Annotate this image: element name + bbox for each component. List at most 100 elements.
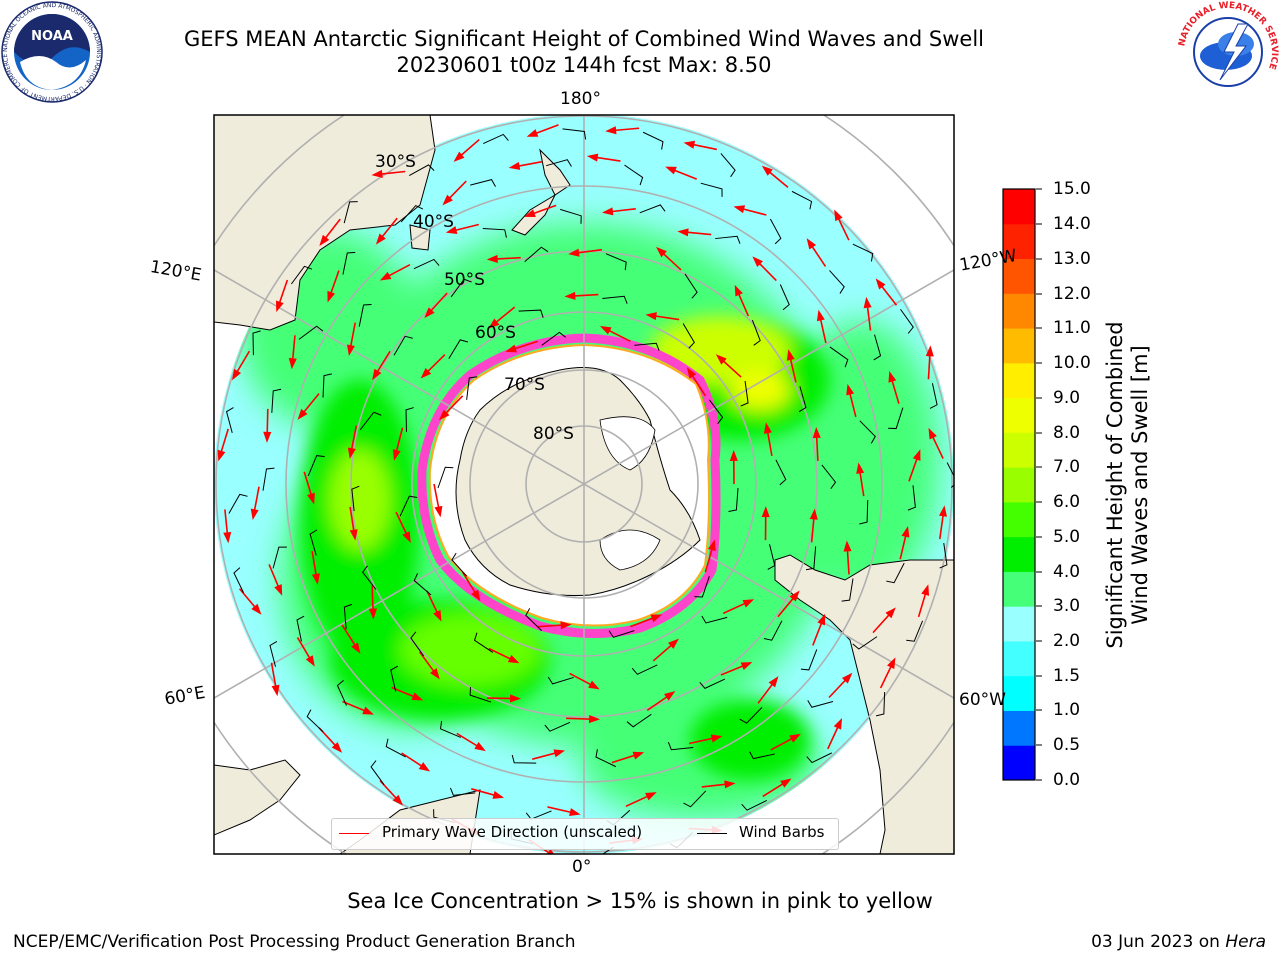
colorbar-label-line2: Wind Waves and Swell [m]: [1128, 345, 1152, 625]
wind-barb-icon: [547, 676, 574, 685]
wave-direction-arrowhead-icon: [509, 694, 521, 703]
vector-layer: [217, 124, 954, 854]
wave-direction-arrowhead-icon: [433, 610, 442, 622]
wave-direction-arrow-icon: [323, 218, 341, 241]
wind-barb-icon: [469, 687, 492, 703]
wave-direction-arrow-icon: [569, 672, 594, 687]
wind-barb-icon: [806, 752, 833, 764]
wave-direction-arrowhead-icon: [938, 505, 947, 517]
wave-direction-arrow-icon: [812, 620, 823, 646]
wave-direction-arrow-icon: [375, 350, 391, 374]
wave-direction-arrow-icon: [625, 794, 650, 808]
wave-direction-arrowhead-icon: [707, 539, 716, 552]
wave-direction-arrowhead-icon: [816, 309, 825, 322]
wind-barb-icon: [779, 284, 790, 311]
wind-barb-icon: [358, 303, 372, 327]
wave-direction-arrowhead-icon: [420, 367, 432, 379]
wave-direction-arrowhead-icon: [379, 271, 392, 281]
wind-barb-icon: [605, 253, 627, 271]
wind-barb-icon: [322, 373, 332, 398]
colorbar-tick: 15.0: [1053, 179, 1091, 199]
wave-direction-arrow-icon: [609, 208, 636, 213]
wind-barb-icon: [482, 228, 507, 238]
wave-direction-arrow-icon: [566, 717, 593, 720]
wind-barb-icon: [296, 615, 305, 642]
wind-barb-icon: [805, 546, 817, 571]
wind-barb-icon: [336, 679, 347, 706]
wave-direction-arrow-icon: [533, 124, 559, 135]
wave-direction-arrow-icon: [516, 160, 543, 168]
colorbar-tick: 6.0: [1053, 492, 1081, 512]
wind-barb-icon: [929, 383, 938, 409]
wave-direction-arrow-icon: [685, 231, 712, 236]
wave-direction-arrowhead-icon: [686, 367, 697, 379]
colorbar-label-line1: Significant Height of Combined: [1103, 321, 1127, 649]
wind-barb-icon: [886, 562, 905, 584]
wave-direction-arrow-icon: [266, 408, 269, 435]
wave-direction-arrowhead-icon: [742, 599, 755, 608]
wind-barb-icon: [800, 649, 818, 671]
chart-title: GEFS MEAN Antarctic Significant Height o…: [183, 27, 985, 51]
wave-direction-arrow-icon: [611, 753, 637, 764]
wave-direction-arrow-icon: [653, 314, 680, 321]
wave-direction-arrowhead-icon: [327, 290, 336, 303]
wave-direction-arrow-icon: [938, 513, 945, 540]
wave-direction-arrow-icon: [329, 270, 340, 296]
wave-direction-arrowhead-icon: [347, 447, 356, 459]
lat-label-80s: 80°S: [533, 424, 574, 444]
wave-direction-arrow-icon: [459, 138, 480, 158]
wave-direction-arrow-icon: [379, 170, 406, 176]
wind-barb-icon: [873, 334, 882, 361]
colorbar-tick: 5.0: [1053, 527, 1081, 547]
wind-barb-icon: [626, 713, 652, 728]
wind-barb-icon: [390, 665, 399, 692]
wave-direction-arrow-icon: [531, 204, 557, 215]
wind-barb-icon: [763, 620, 783, 641]
wave-direction-arrowhead-icon: [434, 505, 443, 518]
wave-direction-arrowhead-icon: [763, 422, 772, 434]
wave-direction-arrow-icon: [547, 806, 574, 814]
wave-direction-arrowhead-icon: [453, 151, 465, 162]
wave-direction-arrow-icon: [453, 223, 479, 232]
wave-direction-arrow-icon: [429, 292, 448, 313]
wave-direction-arrowhead-icon: [232, 368, 242, 381]
wave-direction-arrowhead-icon: [288, 357, 297, 370]
weddell-ice-shelf: [599, 529, 661, 571]
wind-barb-icon: [694, 576, 710, 598]
wind-barb-icon: [541, 331, 566, 346]
wind-barb-icon: [667, 742, 694, 751]
wave-direction-arrowhead-icon: [319, 234, 330, 246]
wind-barb-icon: [473, 632, 494, 653]
wind-barb-icon: [798, 386, 807, 413]
wave-direction-arrowhead-icon: [375, 233, 386, 245]
colorbar-tick: 2.0: [1053, 631, 1081, 651]
chart-subtitle-run: 20230601 t00z 144h fcst Max: 8.50: [396, 53, 772, 77]
wind-barb-icon: [769, 218, 782, 245]
wave-direction-arrow-icon: [879, 284, 898, 306]
wave-direction-arrow-icon: [386, 263, 411, 278]
wave-direction-arrow-icon: [576, 248, 603, 254]
wave-direction-arrowhead-icon: [524, 209, 536, 217]
wave-direction-arrowhead-icon: [885, 607, 896, 619]
wind-barb-icon: [699, 678, 726, 689]
wave-direction-arrowhead-icon: [733, 205, 746, 214]
wave-direction-arrow-icon: [757, 682, 775, 704]
new-zealand-north: [539, 148, 571, 196]
wave-direction-arrow-icon: [224, 509, 229, 536]
wind-barb-icon: [852, 243, 874, 262]
wave-direction-arrowhead-icon: [276, 300, 284, 313]
wind-barb-icon: [524, 246, 549, 263]
wave-direction-arrow-icon: [899, 533, 907, 560]
wind-barb-icon: [900, 308, 914, 334]
lat-label-60s: 60°S: [475, 323, 516, 343]
wave-direction-arrow-icon: [890, 378, 900, 404]
wave-direction-arrowhead-icon: [442, 194, 453, 206]
wave-direction-arrow-icon: [342, 700, 367, 713]
lon-label-0: 0°: [572, 857, 592, 877]
colorbar-tick: 12.0: [1053, 284, 1091, 304]
wave-direction-arrow-icon: [391, 686, 417, 699]
colorbar-ticks: [1036, 188, 1042, 781]
wave-direction-legend-icon: [339, 833, 369, 834]
wave-direction-arrow-icon: [270, 662, 277, 689]
wave-direction-arrow-icon: [349, 322, 356, 349]
